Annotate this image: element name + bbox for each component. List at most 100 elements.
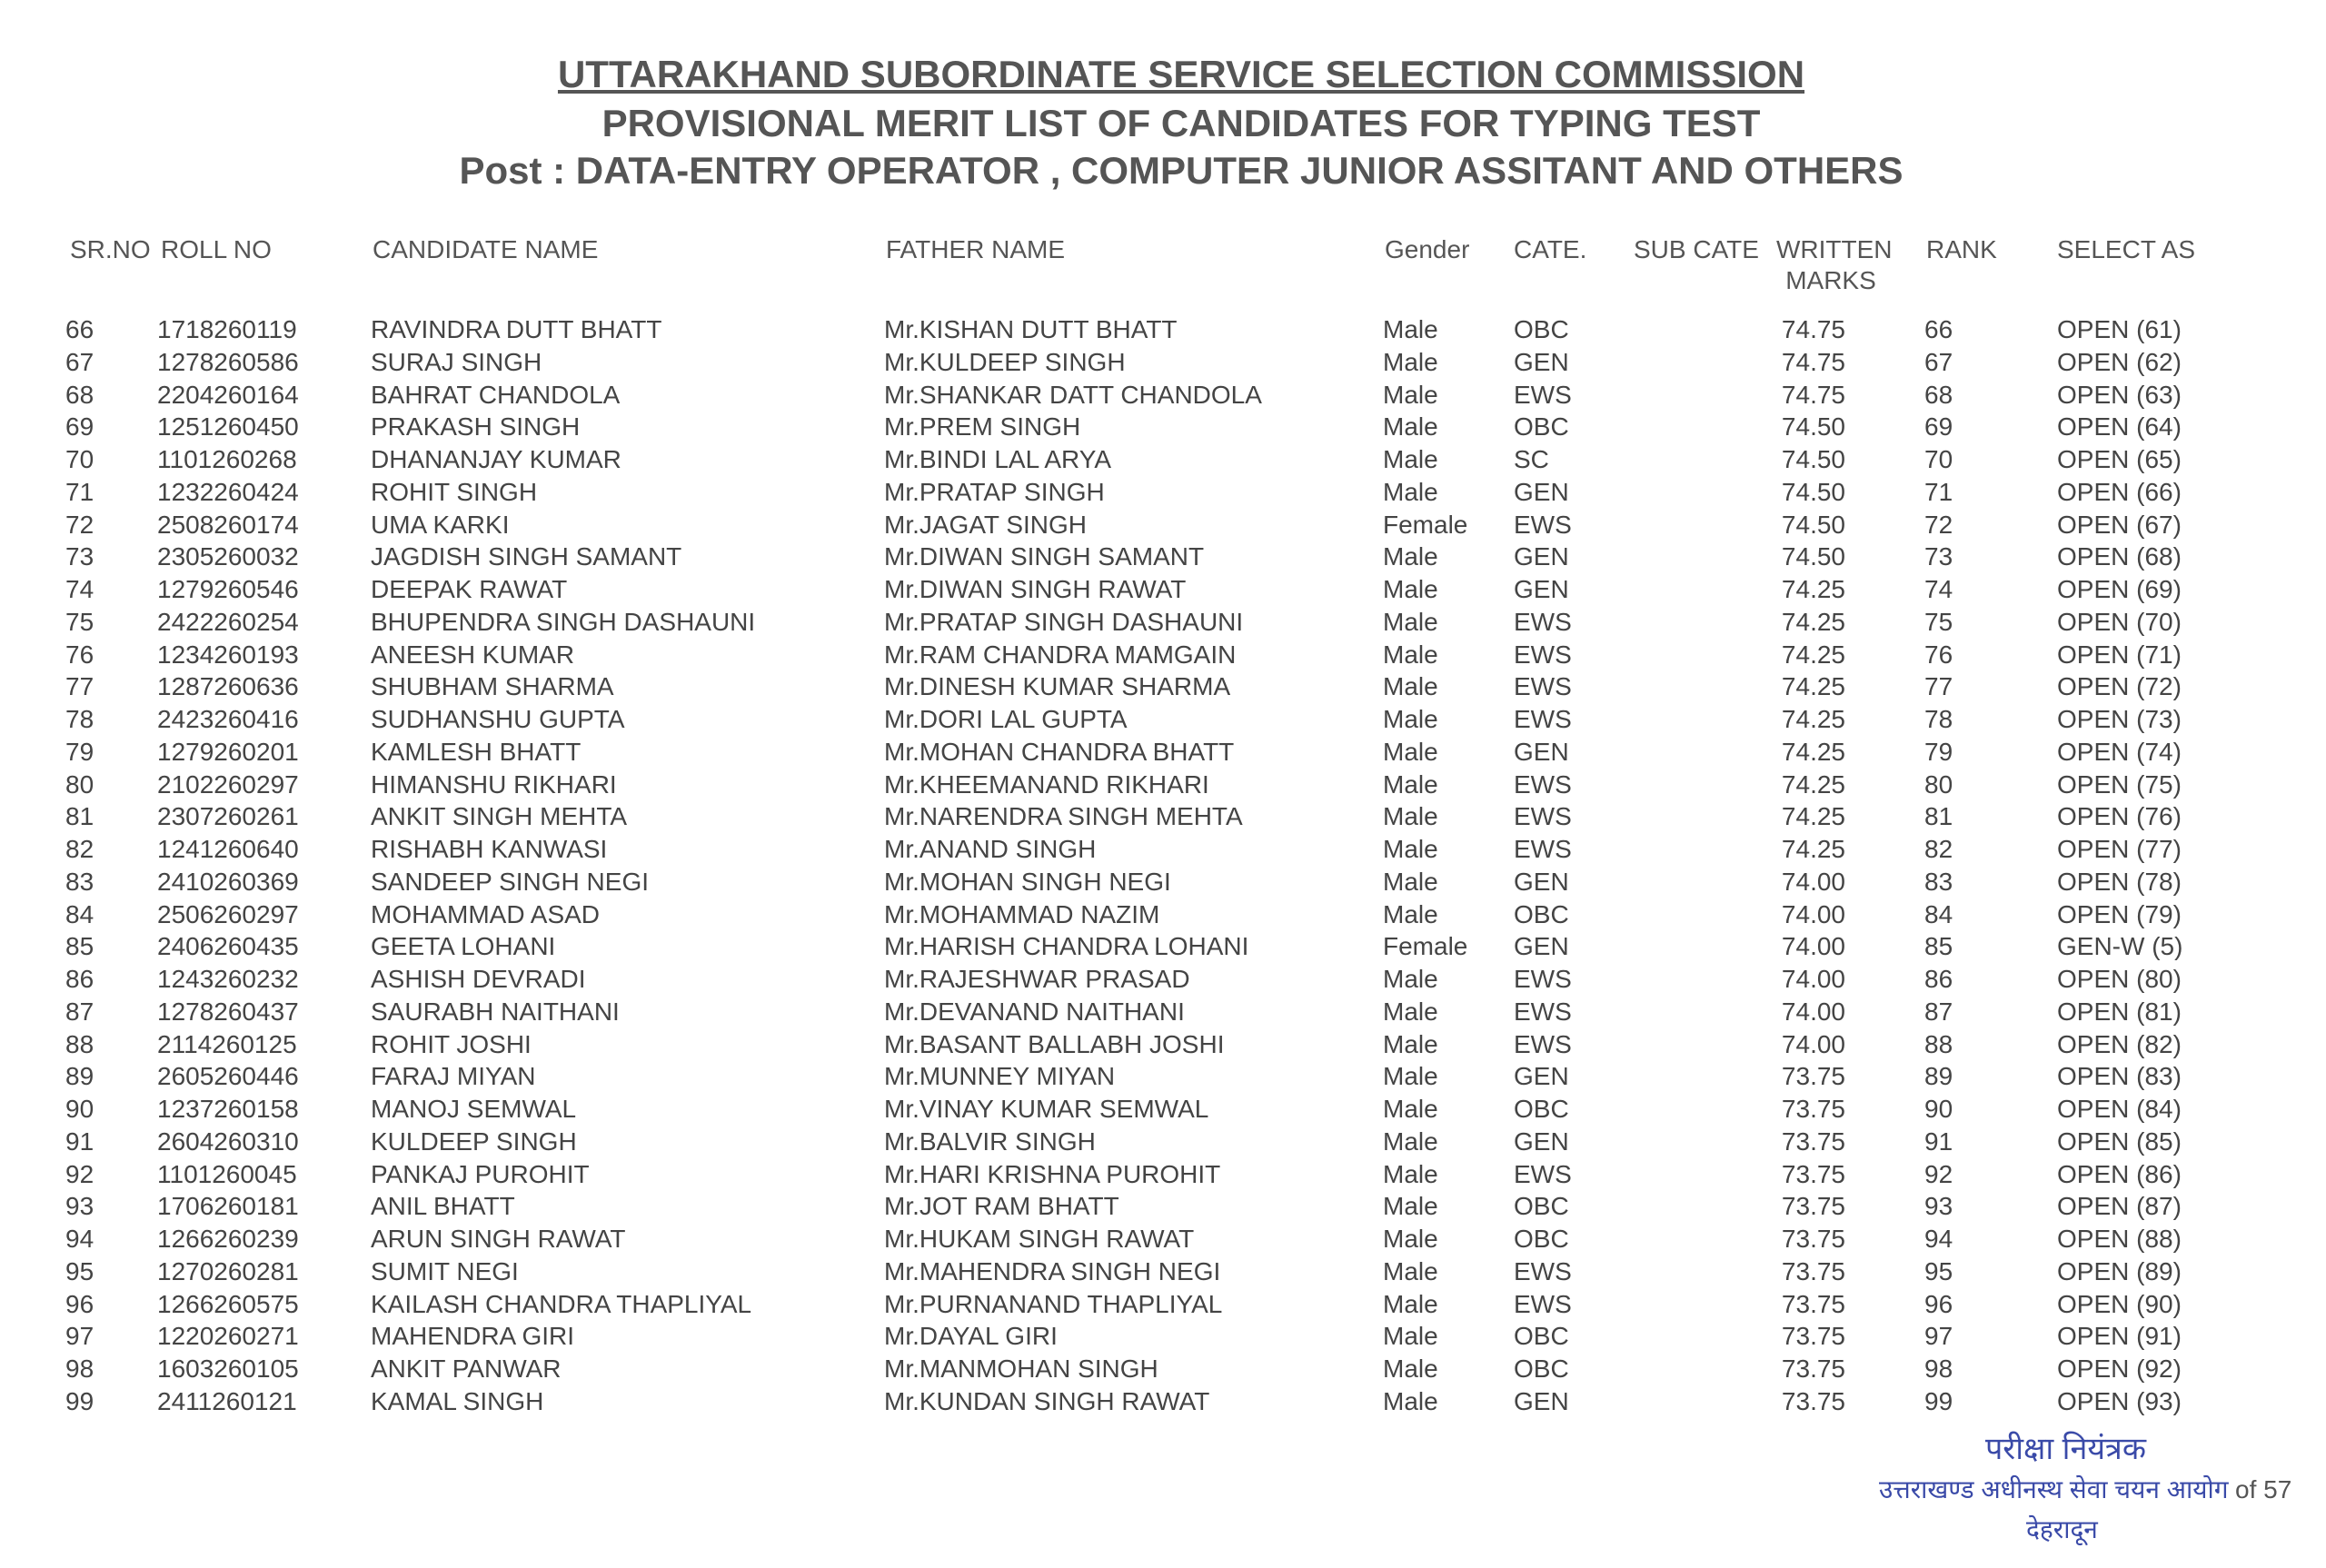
page-number: of 57 [2235, 1475, 2292, 1503]
table-cell: GEN [1514, 542, 1569, 571]
table-cell: KULDEEP SINGH [371, 1126, 577, 1156]
table-cell: SHUBHAM SHARMA [371, 672, 614, 701]
table-cell: 92 [65, 1159, 94, 1188]
table-cell: 97 [65, 1322, 94, 1351]
table-cell: Male [1383, 672, 1438, 701]
table-cell: 2410260369 [157, 867, 299, 896]
city: देहरादून [2026, 1515, 2098, 1543]
table-cell: 1251260450 [157, 412, 299, 442]
table-cell: 2307260261 [157, 802, 299, 831]
table-cell: OPEN (76) [2057, 802, 2182, 831]
table-cell: 1279260546 [157, 575, 299, 603]
table-cell: 73.75 [1781, 1095, 1845, 1123]
table-cell: 90 [65, 1095, 94, 1123]
table-cell: 99 [65, 1386, 94, 1415]
table-cell: 74.25 [1781, 769, 1845, 799]
table-cell: 72 [65, 510, 94, 539]
table-cell: 73.75 [1781, 1062, 1845, 1091]
table-cell: OBC [1514, 1322, 1569, 1351]
table-cell: PRAKASH SINGH [371, 412, 581, 442]
table-cell: GEN [1514, 737, 1569, 766]
table-cell: 2102260297 [157, 769, 299, 799]
table-cell: 71 [1924, 477, 1953, 506]
table-cell: GEN [1514, 1386, 1569, 1415]
table-cell: OPEN (78) [2057, 867, 2182, 896]
table-cell: 74 [65, 575, 94, 603]
column-header: WRITTEN MARKS [1776, 235, 1893, 294]
table-cell: 93 [65, 1192, 94, 1221]
table-cell: Mr.MOHAN SINGH NEGI [884, 867, 1171, 896]
table-cell: ARUN SINGH RAWAT [371, 1225, 626, 1253]
table-cell: EWS [1514, 640, 1572, 669]
table-cell: 84 [65, 899, 94, 928]
table-cell: 74.50 [1781, 412, 1845, 442]
table-cell: FARAJ MIYAN [371, 1062, 536, 1091]
table-cell: Mr.DEVANAND NAITHANI [884, 997, 1185, 1026]
table-cell: Male [1383, 347, 1438, 376]
table-cell: EWS [1514, 1159, 1572, 1188]
table-cell: Mr.PRATAP SINGH DASHAUNI [884, 607, 1244, 636]
table-cell: 74.25 [1781, 575, 1845, 603]
table-cell: 2605260446 [157, 1062, 299, 1091]
subtitle: PROVISIONAL MERIT LIST OF CANDIDATES FOR… [601, 102, 1761, 144]
table-cell: 94 [65, 1225, 94, 1253]
table-cell: 80 [65, 769, 94, 799]
table-cell: 87 [65, 997, 94, 1026]
table-cell: 77 [1924, 672, 1953, 701]
table-cell: OPEN (70) [2057, 607, 2182, 636]
table-cell: MANOJ SEMWAL [371, 1095, 577, 1123]
column-header: SUB CATE [1634, 235, 1759, 263]
table-cell: Male [1383, 997, 1438, 1026]
table-cell: OBC [1514, 1095, 1569, 1123]
table-cell: 74.25 [1781, 737, 1845, 766]
table-cell: 91 [1924, 1126, 1953, 1156]
table-cell: 1270260281 [157, 1256, 299, 1285]
table-cell: ASHISH DEVRADI [371, 965, 586, 993]
table-cell: 74.50 [1781, 445, 1845, 473]
table-cell: Male [1383, 1159, 1438, 1188]
table-cell: JAGDISH SINGH SAMANT [371, 542, 682, 571]
table-cell: 81 [1924, 802, 1953, 831]
table-cell: 2305260032 [157, 542, 299, 571]
table-cell: 74.25 [1781, 705, 1845, 733]
table-cell: 76 [1924, 640, 1953, 669]
table-cell: 1232260424 [157, 477, 299, 506]
table-cell: 1101260045 [157, 1159, 297, 1188]
table-cell: 2423260416 [157, 705, 299, 733]
table-cell: GEN-W (5) [2057, 932, 2183, 961]
table-cell: Male [1383, 802, 1438, 831]
table-cell: SUMIT NEGI [371, 1256, 519, 1285]
table-cell: OPEN (72) [2057, 672, 2182, 701]
table-cell: Male [1383, 705, 1438, 733]
table-cell: Male [1383, 1029, 1438, 1058]
table-cell: 74.25 [1781, 802, 1845, 831]
table-cell: ROHIT SINGH [371, 477, 538, 506]
table-cell: 2604260310 [157, 1126, 299, 1156]
table-cell: 98 [65, 1355, 94, 1383]
table-cell: OBC [1514, 1355, 1569, 1383]
table-cell: Mr.DIWAN SINGH RAWAT [884, 575, 1187, 603]
column-header: SR.NO [70, 235, 151, 263]
table-cell: Male [1383, 867, 1438, 896]
table-cell: ANIL BHATT [371, 1192, 515, 1221]
table-cell: Male [1383, 445, 1438, 473]
table-cell: Mr.DIWAN SINGH SAMANT [884, 542, 1205, 571]
table-cell: 73.75 [1781, 1322, 1845, 1351]
table-cell: 2506260297 [157, 899, 299, 928]
table-cell: Mr.PREM SINGH [884, 412, 1081, 442]
table-cell: EWS [1514, 835, 1572, 863]
table-cell: OPEN (82) [2057, 1029, 2182, 1058]
table-cell: EWS [1514, 705, 1572, 733]
table-cell: OPEN (75) [2057, 769, 2182, 799]
table-cell: Male [1383, 607, 1438, 636]
signature-title: परीक्षा नियंत्रक [1985, 1432, 2146, 1466]
table-cell: 88 [1924, 1029, 1953, 1058]
table-cell: 69 [1924, 412, 1953, 442]
table-cell: OPEN (84) [2057, 1095, 2182, 1123]
table-cell: OPEN (92) [2057, 1355, 2182, 1383]
table-cell: 70 [65, 445, 94, 473]
table-cell: Male [1383, 412, 1438, 442]
table-cell: 83 [65, 867, 94, 896]
table-cell: MOHAMMAD ASAD [371, 899, 601, 928]
